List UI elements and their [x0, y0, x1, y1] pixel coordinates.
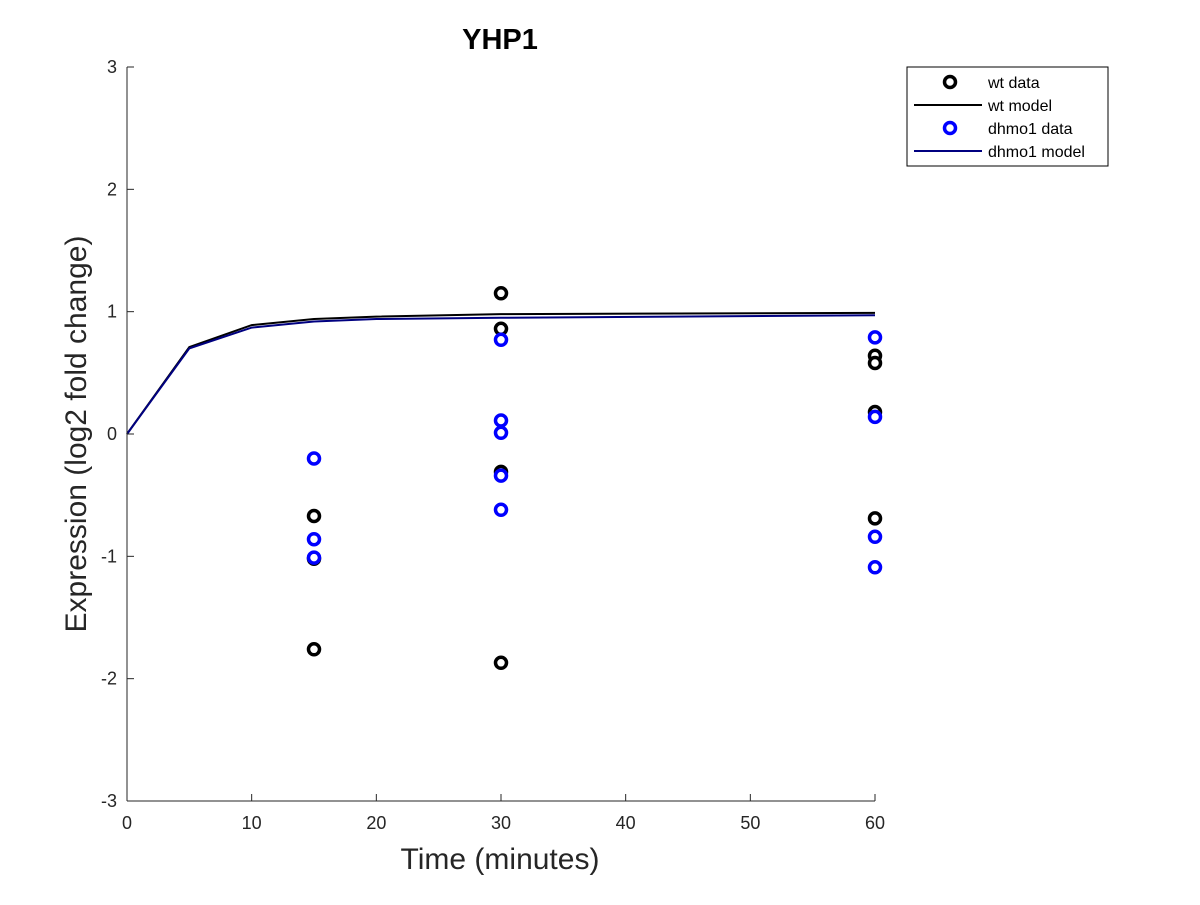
y-tick-label: -1: [101, 546, 117, 566]
y-axis-label: Expression (log2 fold change): [60, 236, 93, 633]
series-markers-group: [306, 286, 883, 671]
x-tick-label: 40: [616, 813, 636, 833]
wt-data-point: [867, 355, 883, 371]
dhmo1-data-point: [493, 468, 509, 483]
dhmo1-data-point: [867, 529, 883, 545]
dhmo1-data-point: [306, 550, 322, 565]
dhmo1-data-point: [867, 409, 883, 425]
dhmo1-data-point: [493, 332, 509, 348]
legend-wt-data-swatch: [942, 74, 958, 90]
dhmo1-data-point: [867, 560, 883, 575]
x-tick-label: 30: [491, 813, 511, 833]
x-tick-label: 0: [122, 813, 132, 833]
y-tick-label: 0: [107, 424, 117, 444]
legend: wt data wt model dhmo1 data dhmo1 model: [906, 66, 1109, 167]
x-ticks-group: 0 10 20 30 40 50 60: [122, 794, 885, 833]
wt-data-point: [306, 642, 322, 657]
x-tick-label: 10: [242, 813, 262, 833]
y-tick-label: 3: [107, 57, 117, 77]
x-tick-label: 60: [865, 813, 885, 833]
x-axis-label: Time (minutes): [401, 843, 600, 876]
dhmo1-data-point: [493, 413, 509, 428]
series-lines-group: [126, 311, 876, 435]
wt-data-point: [493, 655, 509, 671]
legend-wt-model-label: wt model: [987, 98, 1052, 115]
dhmo1-data-point: [306, 451, 322, 466]
legend-wt-data-label: wt data: [987, 75, 1040, 92]
dhmo1-data-point: [306, 531, 322, 547]
dhmo1-data-point: [493, 425, 509, 441]
y-tick-label: -2: [101, 669, 117, 689]
y-ticks-group: -3 -2 -1 0 1 2 3: [101, 57, 134, 811]
wt-data-point: [867, 511, 883, 526]
dhmo1-model-line: [126, 314, 876, 435]
x-tick-label: 50: [740, 813, 760, 833]
legend-box: [906, 66, 1109, 167]
y-tick-label: -3: [101, 791, 117, 811]
chart-title: YHP1: [462, 24, 538, 56]
wt-data-point: [493, 286, 509, 301]
y-tick-label: 1: [107, 302, 117, 322]
y-tick-label: 2: [107, 179, 117, 199]
x-tick-label: 20: [366, 813, 386, 833]
dhmo1-data-point: [867, 330, 883, 345]
legend-dhmo1-data-swatch: [942, 120, 958, 136]
wt-model-line: [126, 311, 876, 435]
legend-dhmo1-data-label: dhmo1 data: [988, 121, 1073, 138]
legend-dhmo1-model-label: dhmo1 model: [988, 144, 1085, 161]
dhmo1-data-point: [493, 502, 509, 518]
wt-data-point: [306, 508, 322, 524]
